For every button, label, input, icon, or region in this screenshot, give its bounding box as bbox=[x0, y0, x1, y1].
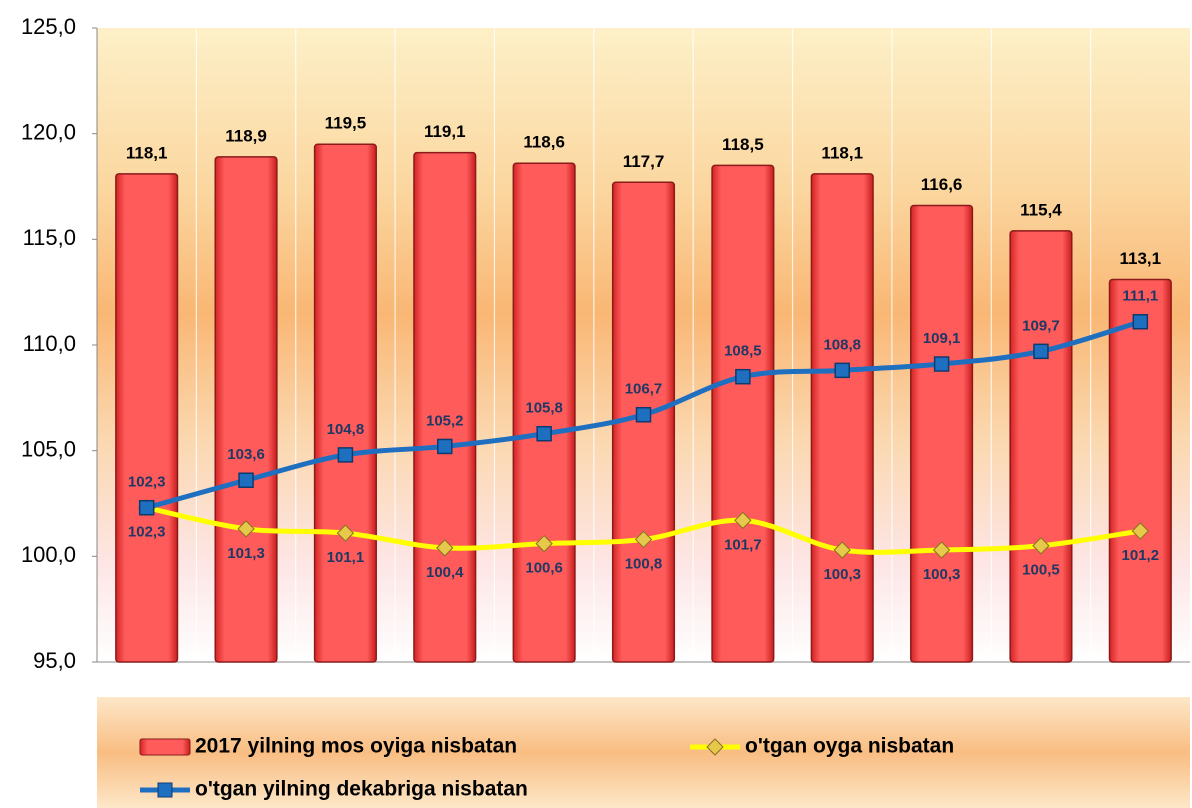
bar-value-label: 116,6 bbox=[921, 175, 963, 194]
y-tick-label: 100,0 bbox=[21, 542, 76, 567]
point-value-label: 103,6 bbox=[227, 446, 265, 463]
point-value-label: 100,4 bbox=[426, 564, 464, 581]
point-value-label: 101,3 bbox=[227, 545, 265, 562]
point-value-label: 106,7 bbox=[625, 381, 663, 398]
legend-marker bbox=[157, 782, 173, 798]
legend-marker bbox=[706, 738, 724, 756]
point-marker bbox=[437, 438, 453, 455]
bar bbox=[214, 156, 278, 663]
point-value-label: 104,8 bbox=[327, 421, 365, 438]
point-marker bbox=[535, 534, 553, 553]
point-value-label: 102,3 bbox=[128, 474, 166, 491]
bar-value-label: 119,5 bbox=[325, 114, 367, 133]
bar bbox=[413, 151, 477, 663]
bar bbox=[711, 164, 775, 663]
bar-value-label: 119,1 bbox=[424, 122, 466, 141]
point-value-label: 105,8 bbox=[525, 400, 563, 417]
y-tick-label: 110,0 bbox=[23, 331, 76, 356]
point-value-label: 102,3 bbox=[128, 524, 166, 541]
point-marker bbox=[237, 520, 255, 538]
point-value-label: 100,8 bbox=[625, 555, 663, 572]
point-marker bbox=[238, 472, 254, 489]
point-marker bbox=[337, 447, 354, 463]
bar bbox=[910, 204, 974, 663]
point-value-label: 100,5 bbox=[1022, 562, 1060, 579]
bar-value-label: 117,7 bbox=[623, 152, 665, 171]
bar-value-label: 118,1 bbox=[126, 143, 168, 162]
point-marker bbox=[834, 362, 850, 379]
bar bbox=[1009, 230, 1073, 663]
legend-label: 2017 yilning mos oyiga nisbatan bbox=[195, 735, 517, 758]
point-value-label: 111,1 bbox=[1122, 288, 1158, 305]
point-value-label: 105,2 bbox=[426, 412, 464, 429]
y-tick-label: 95,0 bbox=[33, 648, 76, 673]
y-tick-label: 115,0 bbox=[23, 225, 76, 250]
point-marker bbox=[634, 530, 653, 549]
point-marker bbox=[635, 406, 652, 423]
bar-value-label: 118,5 bbox=[722, 135, 764, 154]
bar bbox=[1108, 278, 1172, 663]
legend-label: o'tgan oyga nisbatan bbox=[745, 735, 954, 758]
point-marker bbox=[336, 524, 355, 542]
y-tick-label: 120,0 bbox=[21, 119, 76, 144]
point-marker bbox=[1131, 522, 1150, 540]
point-marker bbox=[536, 426, 552, 442]
point-value-label: 109,7 bbox=[1022, 317, 1060, 334]
point-value-label: 108,8 bbox=[823, 336, 861, 353]
point-value-label: 100,3 bbox=[823, 566, 861, 583]
point-value-label: 101,1 bbox=[327, 549, 365, 566]
point-marker bbox=[734, 511, 752, 530]
legend-swatch bbox=[139, 738, 191, 756]
bar bbox=[512, 162, 576, 663]
point-value-label: 100,6 bbox=[525, 560, 563, 577]
bar bbox=[810, 173, 874, 663]
legend-label: o'tgan yilning dekabriga nisbatan bbox=[195, 778, 528, 801]
bar-value-label: 115,4 bbox=[1020, 200, 1062, 219]
point-value-label: 101,7 bbox=[724, 536, 762, 553]
bar bbox=[115, 173, 179, 663]
bar bbox=[313, 143, 377, 663]
point-marker bbox=[138, 499, 155, 516]
point-value-label: 100,3 bbox=[923, 566, 961, 583]
point-marker bbox=[932, 541, 951, 559]
legend-box bbox=[97, 697, 1190, 808]
point-marker bbox=[833, 541, 851, 559]
point-marker bbox=[933, 356, 950, 372]
bar-value-label: 118,9 bbox=[225, 126, 267, 145]
y-tick-label: 125,0 bbox=[21, 14, 76, 39]
bar-value-label: 113,1 bbox=[1120, 249, 1162, 268]
point-marker bbox=[1132, 314, 1149, 330]
point-value-label: 108,5 bbox=[724, 343, 762, 360]
point-value-label: 101,2 bbox=[1122, 547, 1160, 564]
point-marker bbox=[1032, 537, 1050, 555]
bar-value-label: 118,6 bbox=[523, 133, 565, 152]
point-value-label: 109,1 bbox=[923, 330, 961, 347]
y-tick-label: 105,0 bbox=[21, 436, 76, 461]
point-marker bbox=[735, 368, 751, 385]
bar-value-label: 118,1 bbox=[821, 143, 863, 162]
point-marker bbox=[1033, 343, 1049, 360]
point-marker bbox=[436, 539, 454, 557]
